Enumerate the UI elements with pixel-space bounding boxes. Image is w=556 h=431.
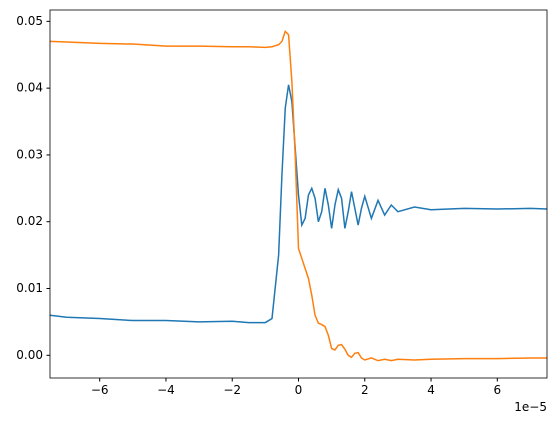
x-tick-label: 4 <box>427 383 435 397</box>
y-tick-label: 0.02 <box>16 214 43 228</box>
x-offset-label: 1e−5 <box>514 400 547 414</box>
y-tick-label: 0.05 <box>16 14 43 28</box>
y-tick-label: 0.01 <box>16 281 43 295</box>
x-tick-label: 0 <box>295 383 303 397</box>
y-tick-label: 0.00 <box>16 348 43 362</box>
line <box>50 29 547 362</box>
y-tick-label: 0.04 <box>16 81 43 95</box>
plot-frame <box>49 9 548 379</box>
x-tick-label: −4 <box>157 383 175 397</box>
x-tick-label: 2 <box>361 383 369 397</box>
x-tick-label: −2 <box>223 383 241 397</box>
x-tick-label: 6 <box>493 383 501 397</box>
y-tick-label: 0.03 <box>16 147 43 161</box>
line <box>50 84 547 324</box>
x-tick-label: −6 <box>91 383 109 397</box>
